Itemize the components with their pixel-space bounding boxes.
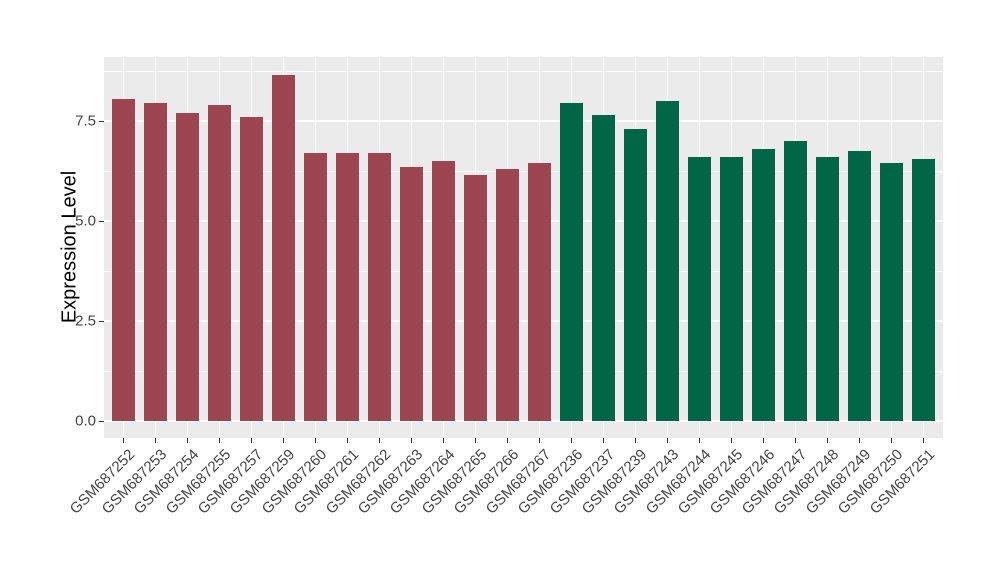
bar <box>111 99 136 421</box>
gridline-major <box>104 120 943 122</box>
bar <box>719 157 744 421</box>
x-tick-mark <box>187 438 188 443</box>
x-tick-mark <box>251 438 252 443</box>
bar <box>687 157 712 421</box>
y-axis-title: Expression Level <box>58 170 81 324</box>
x-tick-mark <box>635 438 636 443</box>
x-tick-mark <box>891 438 892 443</box>
bar <box>335 153 360 421</box>
x-tick-mark <box>667 438 668 443</box>
bar <box>815 157 840 421</box>
x-tick-mark <box>539 438 540 443</box>
y-tick-mark <box>99 220 104 222</box>
x-tick-mark <box>379 438 380 443</box>
x-tick-mark <box>443 438 444 443</box>
x-tick-mark <box>763 438 764 443</box>
bar <box>367 153 392 421</box>
x-tick-mark <box>859 438 860 443</box>
gridline-minor <box>104 370 943 372</box>
bar <box>783 141 808 421</box>
x-tick-mark <box>411 438 412 443</box>
y-tick-mark <box>99 320 104 322</box>
bar <box>207 105 232 421</box>
x-tick-mark <box>283 438 284 443</box>
x-tick-mark <box>315 438 316 443</box>
x-tick-mark <box>603 438 604 443</box>
x-tick-mark <box>795 438 796 443</box>
bar <box>879 163 904 421</box>
bar <box>463 175 488 421</box>
gridline-major <box>104 420 943 422</box>
x-tick-mark <box>347 438 348 443</box>
bar <box>143 103 168 421</box>
x-tick-mark <box>731 438 732 443</box>
bar <box>175 113 200 421</box>
gridline-minor <box>104 170 943 172</box>
bar <box>847 151 872 421</box>
bar <box>623 129 648 421</box>
gridline-minor <box>104 270 943 272</box>
x-tick-mark <box>123 438 124 443</box>
bar <box>751 149 776 421</box>
gridline-major <box>104 220 943 222</box>
x-tick-mark <box>571 438 572 443</box>
bar <box>527 163 552 421</box>
y-tick-mark <box>99 120 104 122</box>
x-tick-mark <box>507 438 508 443</box>
x-tick-mark <box>827 438 828 443</box>
bar <box>239 117 264 421</box>
y-tick-label: 5.0 <box>75 212 96 230</box>
y-tick-label: 0.0 <box>75 412 96 430</box>
bar <box>431 161 456 421</box>
bar <box>591 115 616 421</box>
bar <box>559 103 584 421</box>
y-tick-label: 7.5 <box>75 112 96 130</box>
y-tick-mark <box>99 420 104 422</box>
x-tick-mark <box>923 438 924 443</box>
bar <box>911 159 936 421</box>
gridline-minor <box>104 70 943 72</box>
plot-panel <box>104 57 943 438</box>
y-tick-label: 2.5 <box>75 312 96 330</box>
bar <box>399 167 424 421</box>
x-tick-mark <box>219 438 220 443</box>
bar <box>655 101 680 421</box>
x-tick-mark <box>699 438 700 443</box>
bar <box>303 153 328 421</box>
x-tick-mark <box>155 438 156 443</box>
gridline-major <box>104 320 943 322</box>
bar <box>495 169 520 421</box>
bar <box>271 75 296 421</box>
x-tick-mark <box>475 438 476 443</box>
